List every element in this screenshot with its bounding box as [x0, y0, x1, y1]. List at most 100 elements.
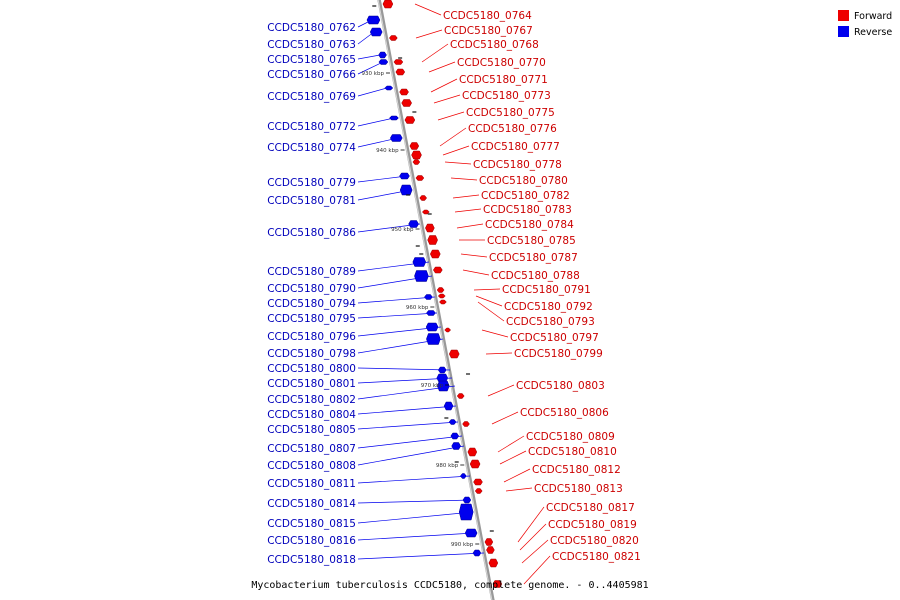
reverse-gene-label[interactable]: CCDC5180_0772 — [267, 121, 356, 133]
forward-gene-label[interactable]: CCDC5180_0775 — [466, 107, 555, 119]
reverse-gene-label[interactable]: CCDC5180_0765 — [267, 54, 356, 66]
forward-gene-label[interactable]: CCDC5180_0813 — [534, 483, 623, 495]
forward-gene-leader — [437, 111, 465, 121]
forward-gene-label[interactable]: CCDC5180_0799 — [514, 348, 603, 360]
reverse-gene-leader — [357, 189, 412, 201]
reverse-gene-label[interactable]: CCDC5180_0786 — [267, 227, 356, 239]
forward-gene-label[interactable]: CCDC5180_0768 — [450, 39, 539, 51]
forward-gene-leader — [460, 253, 488, 258]
reverse-gene-label[interactable]: CCDC5180_0790 — [267, 283, 356, 295]
reverse-gene-mark — [384, 85, 394, 91]
reverse-gene-label[interactable]: CCDC5180_0774 — [267, 142, 356, 154]
forward-gene-label[interactable]: CCDC5180_0820 — [550, 535, 639, 547]
reverse-gene-label[interactable]: CCDC5180_0808 — [267, 460, 356, 472]
forward-gene-label[interactable]: CCDC5180_0778 — [473, 159, 562, 171]
forward-gene-label[interactable]: CCDC5180_0803 — [516, 380, 605, 392]
forward-gene-label[interactable]: CCDC5180_0817 — [546, 502, 635, 514]
reverse-gene-label[interactable]: CCDC5180_0798 — [267, 348, 356, 360]
reverse-gene-label[interactable]: CCDC5180_0815 — [267, 518, 356, 530]
forward-gene-leader — [414, 3, 442, 16]
reverse-gene-label[interactable]: CCDC5180_0763 — [267, 39, 356, 51]
forward-gene-label[interactable]: CCDC5180_0819 — [548, 519, 637, 531]
forward-gene-leader — [523, 555, 551, 585]
reverse-gene-mark — [366, 15, 381, 25]
reverse-gene-label[interactable]: CCDC5180_0802 — [267, 394, 356, 406]
forward-gene-mark — [433, 266, 443, 274]
forward-gene-mark — [474, 488, 483, 494]
forward-gene-label[interactable]: CCDC5180_0797 — [510, 332, 599, 344]
forward-gene-leader — [481, 329, 509, 338]
forward-gene-leader — [454, 208, 482, 213]
reverse-gene-mark — [437, 380, 450, 392]
reverse-gene-mark — [399, 184, 413, 196]
forward-gene-leader — [503, 468, 531, 483]
reverse-gene-label[interactable]: CCDC5180_0781 — [267, 195, 356, 207]
gene-labels: CCDC5180_0762 CCDC5180_0763 CCDC5180_0765 C… — [267, 10, 641, 566]
reverse-gene-label[interactable]: CCDC5180_0814 — [267, 498, 356, 510]
forward-gene-mark — [411, 150, 422, 160]
forward-gene-leader — [473, 288, 501, 291]
reverse-gene-label[interactable]: CCDC5180_0804 — [267, 409, 356, 421]
forward-gene-label[interactable]: CCDC5180_0810 — [528, 446, 617, 458]
reverse-gene-label[interactable]: CCDC5180_0769 — [267, 91, 356, 103]
forward-gene-label[interactable]: CCDC5180_0812 — [532, 464, 621, 476]
reverse-gene-leader — [357, 385, 456, 400]
reverse-gene-mark — [378, 51, 387, 59]
reverse-gene-label[interactable]: CCDC5180_0801 — [267, 378, 356, 390]
reverse-gene-label[interactable]: CCDC5180_0807 — [267, 443, 356, 455]
reverse-gene-leader — [357, 532, 475, 541]
forward-gene-mark — [439, 299, 447, 305]
reverse-gene-label[interactable]: CCDC5180_0805 — [267, 424, 356, 436]
reverse-gene-label[interactable]: CCDC5180_0800 — [267, 363, 356, 375]
forward-gene-mark — [456, 393, 465, 399]
forward-gene-label[interactable]: CCDC5180_0791 — [502, 284, 591, 296]
forward-gene-label[interactable]: CCDC5180_0782 — [481, 190, 570, 202]
reverse-gene-label[interactable]: CCDC5180_0766 — [267, 69, 356, 81]
forward-gene-label[interactable]: CCDC5180_0764 — [443, 10, 532, 22]
forward-gene-mark — [393, 59, 404, 65]
forward-gene-label[interactable]: CCDC5180_0780 — [479, 175, 568, 187]
reverse-gene-label[interactable]: CCDC5180_0816 — [267, 535, 356, 547]
forward-gene-label[interactable]: CCDC5180_0773 — [462, 90, 551, 102]
reverse-gene-label[interactable]: CCDC5180_0794 — [267, 298, 356, 310]
reverse-gene-label[interactable]: CCDC5180_0795 — [267, 313, 356, 325]
reverse-gene-label[interactable]: CCDC5180_0762 — [267, 22, 356, 34]
forward-gene-leader — [450, 177, 478, 181]
reverse-gene-label[interactable]: CCDC5180_0811 — [267, 478, 356, 490]
forward-gene-mark — [484, 538, 494, 546]
forward-gene-label[interactable]: CCDC5180_0784 — [485, 219, 574, 231]
reverse-gene-label[interactable]: CCDC5180_0818 — [267, 554, 356, 566]
forward-gene-mark — [412, 159, 421, 165]
label-leaders — [357, 3, 551, 585]
reverse-gene-leader — [357, 261, 430, 272]
reverse-gene-mark — [369, 27, 383, 37]
forward-gene-leader — [421, 43, 449, 63]
scale-tick-label: 940 kbp — [376, 148, 399, 154]
forward-gene-mark — [382, 0, 394, 9]
forward-gene-leader — [444, 161, 472, 165]
forward-gene-label[interactable]: CCDC5180_0785 — [487, 235, 576, 247]
forward-gene-label[interactable]: CCDC5180_0777 — [471, 141, 560, 153]
forward-gene-label[interactable]: CCDC5180_0793 — [506, 316, 595, 328]
forward-gene-label[interactable]: CCDC5180_0783 — [483, 204, 572, 216]
forward-gene-label[interactable]: CCDC5180_0821 — [552, 551, 641, 563]
reverse-gene-leader — [357, 338, 444, 354]
reverse-gene-label[interactable]: CCDC5180_0789 — [267, 266, 356, 278]
forward-gene-label[interactable]: CCDC5180_0767 — [444, 25, 533, 37]
reverse-gene-mark — [389, 115, 399, 121]
reverse-gene-label[interactable]: CCDC5180_0796 — [267, 331, 356, 343]
reverse-gene-label[interactable]: CCDC5180_0779 — [267, 177, 356, 189]
forward-gene-label[interactable]: CCDC5180_0788 — [491, 270, 580, 282]
forward-gene-label[interactable]: CCDC5180_0776 — [468, 123, 557, 135]
reverse-gene-leader — [357, 275, 433, 289]
forward-gene-label[interactable]: CCDC5180_0770 — [457, 57, 546, 69]
reverse-gene-leader — [357, 421, 459, 430]
forward-gene-label[interactable]: CCDC5180_0771 — [459, 74, 548, 86]
reverse-gene-leader — [357, 87, 388, 97]
forward-gene-leader — [485, 352, 513, 355]
reverse-gene-leader — [357, 223, 421, 233]
forward-gene-label[interactable]: CCDC5180_0787 — [489, 252, 578, 264]
forward-gene-label[interactable]: CCDC5180_0792 — [504, 301, 593, 313]
forward-gene-label[interactable]: CCDC5180_0806 — [520, 407, 609, 419]
forward-gene-label[interactable]: CCDC5180_0809 — [526, 431, 615, 443]
